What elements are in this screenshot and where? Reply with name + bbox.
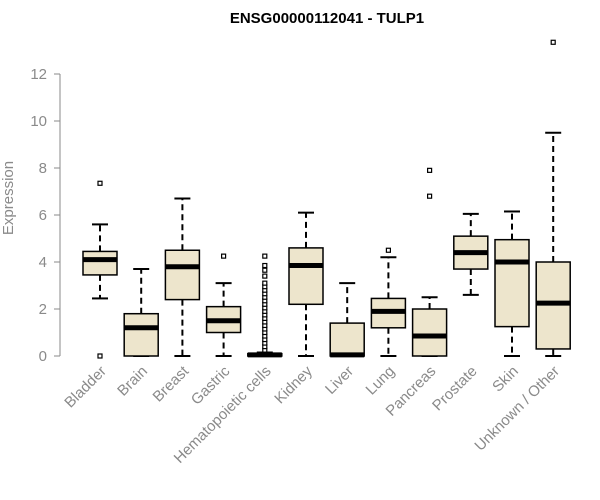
outlier-point: [262, 280, 268, 286]
box-kidney: [288, 211, 324, 357]
outlier-point: [427, 167, 433, 173]
outlier-point: [262, 267, 268, 273]
iqr-box: [329, 322, 365, 357]
y-axis-label: Expression: [0, 161, 17, 235]
outlier-point: [221, 253, 227, 259]
outlier-point: [97, 180, 103, 186]
box-gastric: [205, 253, 242, 357]
chart-title: ENSG00000112041 - TULP1: [230, 10, 424, 27]
x-tick-label: Lung: [363, 363, 399, 399]
y-axis: 0 2 4 6 8 10 12: [30, 66, 61, 365]
iqr-box: [288, 247, 324, 306]
outlier-point: [262, 253, 268, 259]
y-tick-label: 10: [30, 113, 47, 130]
box-brain: [123, 268, 159, 357]
x-tick-label: Kidney: [271, 362, 316, 407]
x-tick-label: Liver: [322, 363, 357, 398]
iqr-box: [123, 312, 159, 357]
x-tick-label: Skin: [489, 363, 522, 396]
box-skin: [494, 210, 530, 357]
box-prostate: [453, 212, 489, 296]
x-tick-label: Breast: [150, 362, 193, 405]
box-liver: [329, 282, 365, 358]
box-hematopoietic-cells: [247, 253, 283, 358]
y-tick-label: 12: [30, 66, 47, 83]
x-tick-label: Bladder: [61, 363, 110, 412]
y-tick-label: 0: [39, 348, 47, 365]
iqr-box: [82, 250, 118, 276]
outlier-point: [427, 193, 433, 199]
y-tick-label: 8: [39, 160, 47, 177]
y-tick-label: 6: [39, 207, 47, 224]
iqr-box: [164, 249, 201, 301]
iqr-box: [411, 308, 448, 357]
y-tick-label: 2: [39, 301, 47, 318]
iqr-box: [494, 238, 530, 328]
y-tick-label: 4: [39, 254, 47, 271]
outlier-point: [97, 353, 103, 359]
box-lung: [370, 247, 407, 357]
outlier-point: [262, 262, 268, 269]
outlier-point: [262, 273, 268, 279]
outlier-point: [385, 247, 391, 253]
x-tick-label: Brain: [114, 363, 151, 400]
x-tick-label: Prostate: [429, 363, 481, 415]
box-breast: [164, 197, 201, 357]
box-bladder: [82, 180, 118, 359]
box-pancreas: [411, 167, 448, 357]
outlier-point: [550, 39, 556, 45]
box-unknown-other: [535, 39, 571, 357]
boxes-group: [82, 39, 571, 359]
